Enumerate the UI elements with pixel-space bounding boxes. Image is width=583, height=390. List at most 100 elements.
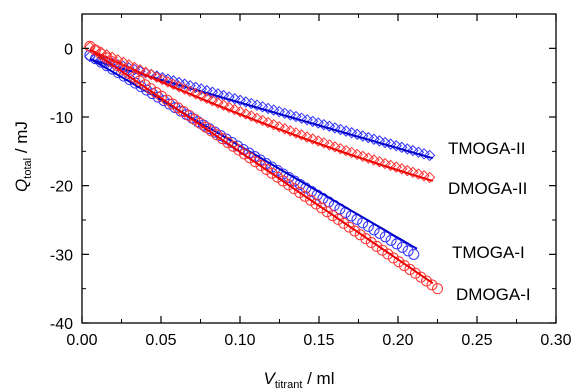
data-point (244, 152, 256, 164)
data-point (391, 238, 403, 250)
data-point (249, 156, 261, 168)
data-point (299, 190, 311, 202)
data-point (283, 179, 295, 191)
series-dmoga-ii (84, 41, 436, 184)
data-point (345, 146, 358, 159)
data-point (332, 213, 344, 225)
data-point (245, 110, 258, 122)
data-point (321, 206, 333, 218)
series-label: DMOGA-I (456, 285, 531, 304)
series-label: TMOGA-II (448, 139, 525, 158)
data-point (216, 133, 228, 145)
data-point (408, 248, 420, 260)
data-point (173, 81, 185, 93)
data-point (190, 88, 202, 100)
data-point (134, 64, 146, 76)
data-point (368, 154, 380, 166)
data-point (362, 152, 375, 164)
data-point (222, 136, 234, 148)
data-point (393, 256, 405, 268)
data-point (228, 103, 241, 116)
data-point (420, 275, 432, 287)
data-point (100, 49, 113, 61)
x-tick-label: 0.20 (382, 332, 413, 349)
data-point (211, 129, 223, 141)
data-point (139, 66, 152, 78)
data-point (184, 85, 196, 98)
data-point (151, 71, 163, 83)
data-point (305, 194, 317, 206)
data-point (323, 139, 336, 151)
data-point (273, 121, 285, 133)
data-point (162, 76, 174, 88)
y-axis-title-main: Q (12, 179, 31, 192)
data-point (398, 260, 410, 272)
fit-line (89, 48, 434, 182)
data-point (387, 252, 399, 264)
data-point (301, 131, 313, 143)
fit-line (89, 48, 434, 285)
data-point (223, 101, 235, 114)
plot-frame (81, 13, 557, 324)
data-point (376, 244, 388, 256)
data-point (279, 123, 291, 135)
x-tick-label: 0.05 (145, 332, 176, 349)
data-point (409, 267, 421, 279)
data-point (238, 148, 250, 160)
data-point (256, 114, 269, 127)
data-point (178, 106, 190, 118)
data-point (360, 233, 372, 245)
data-point (374, 227, 386, 239)
x-tick-label: 0.30 (540, 332, 571, 349)
data-point (186, 112, 198, 124)
data-point (415, 271, 427, 283)
y-tick-label: -20 (50, 179, 73, 196)
data-point (260, 163, 272, 175)
data-point (365, 236, 377, 248)
data-point (404, 263, 416, 275)
data-point (84, 40, 96, 52)
data-point (371, 240, 383, 252)
x-tick-label: 0.25 (461, 332, 492, 349)
data-point (145, 69, 157, 81)
x-axis-title: Vtitrant / ml (264, 369, 335, 390)
data-point (205, 125, 217, 137)
data-point (426, 279, 438, 291)
data-point (340, 144, 352, 157)
data-point (240, 108, 252, 120)
x-tick-label: 0.15 (303, 332, 334, 349)
data-point (423, 171, 436, 184)
labels-layer: 0.00 0.05 0.10 0.15 0.20 0.25 0.30 0 -10 -20 -30 -4… (50, 41, 572, 349)
data-point (200, 121, 212, 133)
x-axis-title-unit: / ml (302, 369, 334, 388)
y-axis-title-sub: total (22, 158, 34, 179)
data-point (206, 94, 219, 107)
data-point (402, 245, 414, 257)
data-point (432, 283, 443, 295)
x-tick-label: 0.00 (66, 332, 97, 349)
data-point (382, 248, 394, 260)
data-point (123, 59, 135, 71)
data-point (351, 148, 363, 161)
data-point (318, 137, 330, 149)
series-dmoga-i (84, 40, 443, 295)
data-point (267, 118, 280, 131)
data-point (306, 133, 319, 145)
y-tick-label: 0 (64, 41, 73, 58)
data-point (233, 144, 245, 156)
series-label: TMOGA-I (452, 243, 525, 262)
data-point (172, 102, 184, 114)
data-point (201, 92, 213, 105)
data-point (262, 116, 274, 129)
data-point (217, 99, 230, 111)
data-point (277, 175, 289, 187)
ticks-layer (81, 13, 557, 324)
y-tick-label: -10 (50, 110, 73, 127)
data-point (167, 98, 179, 110)
x-axis-title-sub: titrant (275, 379, 303, 390)
y-axis-title: Qtotal / mJ (12, 121, 34, 192)
data-point (167, 78, 180, 91)
data-point (357, 150, 369, 163)
data-point (327, 210, 339, 222)
